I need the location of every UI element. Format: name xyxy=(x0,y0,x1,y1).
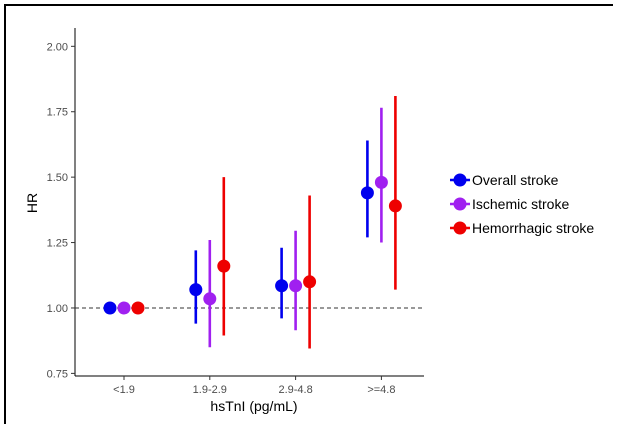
legend-item: Hemorrhagic stroke xyxy=(450,220,594,236)
series-1 xyxy=(103,140,374,324)
legend-key-point xyxy=(453,197,467,211)
x-tick-label: >=4.8 xyxy=(367,384,395,396)
data-point xyxy=(360,186,374,200)
data-point xyxy=(131,301,145,315)
x-axis-title: hsTnI (pg/mL) xyxy=(210,398,297,414)
data-point xyxy=(289,279,303,293)
legend-key-point xyxy=(453,221,467,235)
plot-area: 0.75 1.00 1.25 1.50 1.75 2.00 <1.9 1.9-2.9 2.9-4… xyxy=(47,28,424,396)
data-point xyxy=(103,301,117,315)
x-tick-label: 2.9-4.8 xyxy=(278,384,312,396)
data-point xyxy=(374,175,388,189)
y-tick-label: 1.25 xyxy=(47,238,68,250)
legend-item: Overall stroke xyxy=(450,172,559,188)
data-point xyxy=(388,199,402,213)
data-point xyxy=(275,279,289,293)
y-tick-label: 1.50 xyxy=(47,172,68,184)
legend: Overall stroke Ischemic stroke Hemorrhagic… xyxy=(450,172,594,236)
y-tick-label: 1.00 xyxy=(47,303,68,315)
legend-label: Hemorrhagic stroke xyxy=(472,220,594,236)
legend-item: Ischemic stroke xyxy=(450,196,569,212)
data-point xyxy=(189,283,203,297)
y-axis-title: HR xyxy=(24,193,40,213)
figure-frame xyxy=(4,4,613,424)
series-3 xyxy=(131,96,402,349)
y-tick-label: 0.75 xyxy=(47,368,68,380)
legend-label: Ischemic stroke xyxy=(472,196,569,212)
data-point xyxy=(203,292,217,306)
series-2 xyxy=(117,107,388,348)
y-tick-label: 1.75 xyxy=(47,107,68,119)
legend-label: Overall stroke xyxy=(472,172,559,188)
data-point xyxy=(303,275,317,289)
data-point xyxy=(117,301,131,315)
y-tick-label: 2.00 xyxy=(47,41,68,53)
legend-key-point xyxy=(453,173,467,187)
x-tick-label: <1.9 xyxy=(113,384,135,396)
x-tick-label: 1.9-2.9 xyxy=(193,384,227,396)
data-point xyxy=(217,259,231,273)
